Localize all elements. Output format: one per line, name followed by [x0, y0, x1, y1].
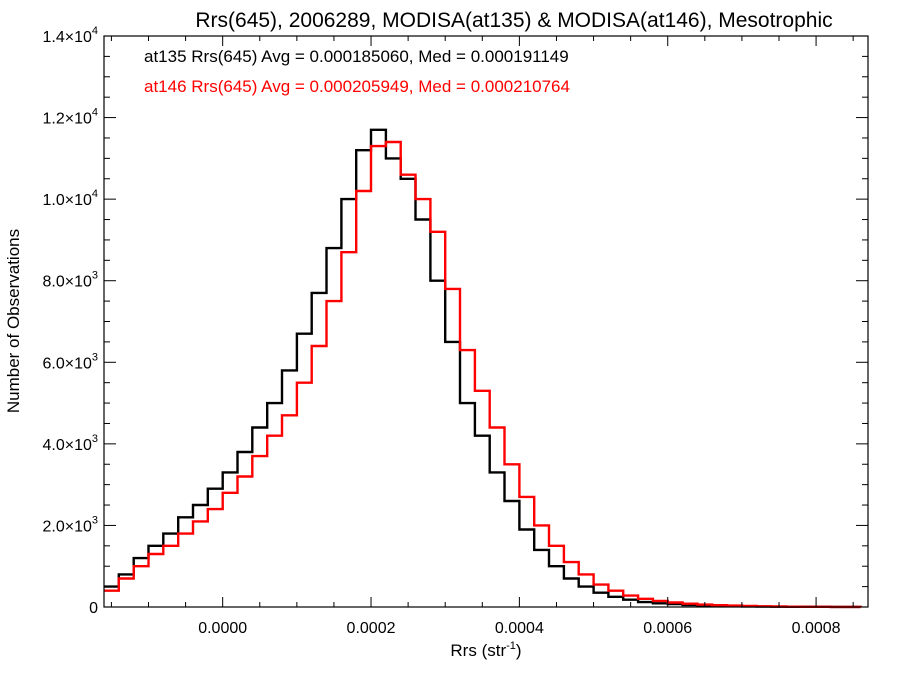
x-tick-label-0: 0.0000: [198, 620, 247, 637]
x-axis-label-text: Rrs (str: [450, 641, 506, 660]
x-tick-label-1: 0.0002: [347, 620, 396, 637]
x-axis-label-superscript: -1: [506, 640, 516, 652]
y-tick-label-4: 8.0×103: [42, 270, 98, 291]
x-tick-label-3: 0.0006: [643, 620, 692, 637]
series-line-0: [104, 128, 862, 609]
ticks-layer: 0.0000 0.0002 0.0004 0.0006 0.0008 0 2.0×103 4.…: [42, 25, 868, 637]
x-axis-label: Rrs (str-1): [450, 640, 521, 660]
legend-entry-at146: at146 Rrs(645) Avg = 0.000205949, Med = …: [144, 77, 570, 96]
y-tick-label-0: 0: [89, 600, 98, 617]
y-axis-label: Number of Observations: [4, 229, 23, 413]
y-tick-label-3: 6.0×103: [42, 351, 98, 372]
legend-entry-at135: at135 Rrs(645) Avg = 0.000185060, Med = …: [144, 47, 569, 66]
series-layer: [104, 128, 862, 609]
y-tick-label-5: 1.0×104: [42, 188, 98, 209]
x-axis-label-close: ): [516, 641, 522, 660]
x-tick-label-4: 0.0008: [792, 620, 841, 637]
chart-title: Rrs(645), 2006289, MODISA(at135) & MODIS…: [195, 9, 832, 32]
x-tick-label-2: 0.0004: [495, 620, 544, 637]
y-tick-label-2: 4.0×103: [42, 433, 98, 454]
plot-frame: [103, 35, 869, 608]
y-tick-label-6: 1.2×104: [42, 107, 98, 128]
y-tick-label-7: 1.4×104: [42, 25, 98, 46]
legend: at135 Rrs(645) Avg = 0.000185060, Med = …: [144, 47, 570, 96]
series-line-1: [104, 140, 862, 609]
y-tick-label-1: 2.0×103: [42, 514, 98, 535]
